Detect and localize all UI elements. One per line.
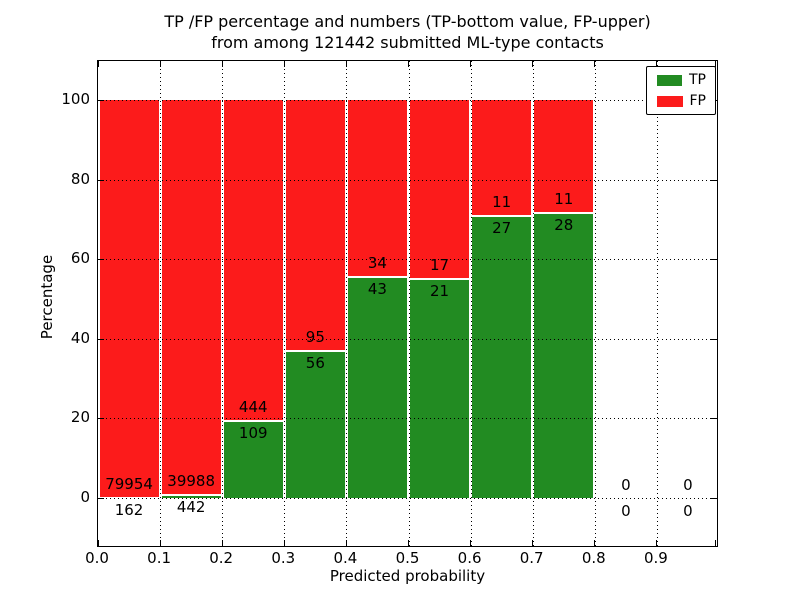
- y-tick-label: 60: [70, 249, 90, 268]
- bar-fp-segment: [410, 100, 470, 281]
- bar-tp-count-label: 56: [305, 354, 325, 373]
- gridline-vertical: [408, 61, 410, 546]
- bar-fp-count-label: 17: [430, 256, 450, 275]
- bar-fp-count-label: 79954: [105, 475, 153, 494]
- gridline-horizontal: [98, 498, 717, 499]
- bar-fp-segment: [347, 100, 407, 278]
- gridline-horizontal: [98, 259, 717, 261]
- y-tick-label: 80: [70, 169, 90, 188]
- gridline-vertical: [284, 61, 286, 546]
- bar-tp-count-label: 28: [554, 216, 574, 235]
- legend-fp-swatch: [657, 95, 683, 107]
- bar-tp-count-label: 109: [238, 423, 268, 442]
- plot-area: TP FP 79954 162 39988 442 444 109 95 56 34 43 17 21…: [97, 60, 718, 547]
- gridline-vertical: [656, 61, 658, 546]
- bar-fp-segment: [223, 100, 283, 422]
- gridline-vertical: [532, 61, 534, 546]
- bar-tp-count-label: 0: [683, 502, 693, 520]
- x-axis-tick: [715, 540, 716, 546]
- gridline-horizontal: [98, 100, 717, 101]
- legend: TP FP: [646, 66, 716, 115]
- gridline-vertical: [594, 61, 596, 546]
- bar-tp-count-label: 27: [492, 219, 512, 238]
- x-axis-tick: [98, 61, 99, 67]
- gridline-vertical: [346, 61, 348, 546]
- legend-row-tp: TP: [657, 73, 706, 87]
- bar-fp-count-label: 39988: [167, 471, 215, 490]
- chart-title-line1: TP /FP percentage and numbers (TP-bottom…: [164, 12, 651, 31]
- gridline-horizontal: [98, 418, 717, 420]
- bar-tp-count-label: 21: [430, 282, 450, 301]
- bar-tp-count-label: 43: [367, 279, 387, 298]
- gridline-vertical: [470, 61, 472, 546]
- y-tick-label: 40: [70, 328, 90, 347]
- bar-fp-count-label: 34: [367, 253, 387, 272]
- bar-fp-segment: [285, 100, 345, 353]
- x-axis-tick: [98, 540, 99, 546]
- bar-tp-count-label: 0: [621, 502, 631, 520]
- legend-row-fp: FP: [657, 94, 706, 108]
- x-axis-tick: [715, 61, 716, 67]
- x-tick-label: 0.6: [457, 549, 482, 567]
- bar-fp-count-label: 0: [621, 476, 631, 494]
- chart-title-line2: from among 121442 submitted ML-type cont…: [211, 33, 604, 52]
- y-tick-label: 20: [70, 408, 90, 427]
- gridline-vertical: [222, 61, 224, 546]
- bar-tp-count-label: 442: [176, 497, 206, 516]
- x-tick-label: 0.0: [85, 549, 109, 567]
- bar-fp-segment: [472, 100, 532, 218]
- x-tick-label: 0.5: [395, 549, 420, 567]
- y-axis-label: Percentage: [38, 254, 56, 340]
- bar-fp-segment: [534, 100, 594, 215]
- bar-fp-segment: [99, 100, 159, 500]
- bar-tp-count-label: 162: [114, 501, 144, 520]
- bar-fp-count-label: 11: [554, 190, 574, 209]
- x-tick-label: 0.9: [643, 549, 668, 567]
- chart-title: TP /FP percentage and numbers (TP-bottom…: [97, 11, 718, 53]
- x-tick-label: 0.8: [581, 549, 606, 567]
- bar-fp-count-label: 95: [305, 328, 325, 347]
- x-axis-label: Predicted probability: [329, 567, 486, 585]
- legend-fp-label: FP: [689, 93, 707, 109]
- bar-fp-segment: [161, 100, 221, 496]
- x-tick-label: 0.7: [519, 549, 544, 567]
- y-tick-label: 100: [61, 90, 90, 108]
- gridline-horizontal: [98, 338, 717, 340]
- bar-fp-count-label: 11: [492, 193, 512, 212]
- gridline-vertical: [160, 61, 162, 546]
- legend-tp-label: TP: [689, 72, 706, 88]
- bar-fp-count-label: 444: [238, 397, 268, 416]
- x-tick-label: 0.1: [147, 549, 172, 567]
- x-tick-label: 0.2: [209, 549, 234, 567]
- x-tick-label: 0.3: [271, 549, 296, 567]
- legend-tp-swatch: [657, 74, 682, 86]
- y-tick-label: 0: [80, 488, 90, 506]
- gridline-horizontal: [98, 179, 717, 181]
- bar-fp-count-label: 0: [683, 476, 693, 494]
- x-tick-label: 0.4: [333, 549, 358, 567]
